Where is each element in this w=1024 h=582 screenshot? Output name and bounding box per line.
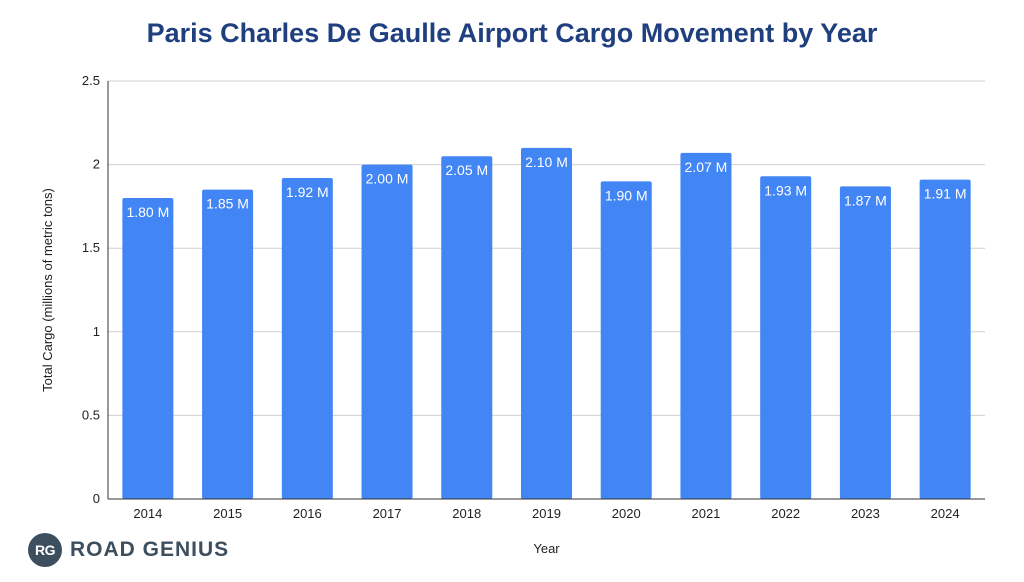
logo-badge-icon: RG xyxy=(28,533,62,567)
bar-2016 xyxy=(281,177,333,499)
bar-2024 xyxy=(919,179,971,499)
data-label: 2.07 M xyxy=(685,159,728,175)
y-tick-label: 1 xyxy=(93,324,100,339)
bar-2017 xyxy=(361,164,413,499)
data-label: 1.93 M xyxy=(764,182,807,198)
y-tick-label: 0 xyxy=(93,491,100,506)
x-tick-label: 2022 xyxy=(771,506,800,521)
data-label: 1.90 M xyxy=(605,187,648,203)
y-tick-label: 1.5 xyxy=(82,240,100,255)
bar-2020 xyxy=(600,181,652,499)
x-tick-label: 2020 xyxy=(612,506,641,521)
data-label: 2.05 M xyxy=(445,162,488,178)
x-tick-label: 2021 xyxy=(691,506,720,521)
x-tick-label: 2018 xyxy=(452,506,481,521)
bar-2019 xyxy=(520,147,573,499)
data-label: 2.10 M xyxy=(525,154,568,170)
x-tick-label: 2023 xyxy=(851,506,880,521)
y-axis-label: Total Cargo (millions of metric tons) xyxy=(40,188,55,392)
y-tick-label: 2.5 xyxy=(82,73,100,88)
logo-wordmark: ROAD GENIUS xyxy=(70,538,230,561)
chart-title: Paris Charles De Gaulle Airport Cargo Mo… xyxy=(146,18,878,48)
data-label: 2.00 M xyxy=(366,171,409,187)
x-axis-label: Year xyxy=(533,541,560,556)
x-tick-label: 2024 xyxy=(931,506,960,521)
data-label: 1.92 M xyxy=(286,184,329,200)
x-tick-label: 2014 xyxy=(133,506,162,521)
x-tick-label: 2017 xyxy=(373,506,402,521)
bars: 1.80 M 1.85 M 1.92 M 2.00 M 2.05 M 2.10 M 1.90… xyxy=(122,147,971,500)
y-tick-label: 2 xyxy=(93,157,100,172)
x-axis-ticks: 2014 2015 2016 2017 2018 2019 2020 2021 2022 2023… xyxy=(133,506,959,521)
x-tick-label: 2016 xyxy=(293,506,322,521)
bar-2021 xyxy=(680,152,732,499)
data-label: 1.91 M xyxy=(924,186,967,202)
road-genius-logo: RG ROAD GENIUS xyxy=(28,532,229,568)
x-tick-label: 2019 xyxy=(532,506,561,521)
y-tick-label: 0.5 xyxy=(82,407,100,422)
x-tick-label: 2015 xyxy=(213,506,242,521)
y-axis-ticks: 0 0.5 1 1.5 2 2.5 xyxy=(82,73,100,506)
data-label: 1.80 M xyxy=(126,204,169,220)
bar-2022 xyxy=(760,176,812,499)
bar-2014 xyxy=(122,198,174,500)
data-label: 1.85 M xyxy=(206,196,249,212)
data-label: 1.87 M xyxy=(844,192,887,208)
bar-2018 xyxy=(441,156,493,500)
bar-2015 xyxy=(202,189,254,499)
bar-2023 xyxy=(839,186,891,499)
